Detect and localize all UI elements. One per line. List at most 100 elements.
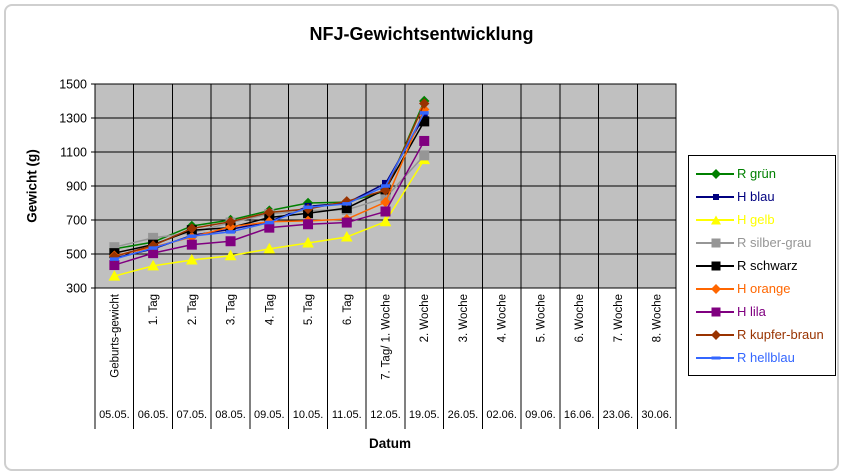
dash-marker-icon [226, 230, 236, 234]
dash-marker-icon [419, 111, 429, 115]
diamond-marker-icon [186, 223, 198, 234]
x-category-label: 6. Tag [342, 294, 354, 325]
x-date-label: 08.05. [215, 409, 246, 421]
chart-title: NFJ-Gewichtsentwicklung [309, 24, 534, 44]
square-marker-icon [695, 236, 737, 250]
diamond-marker-icon [695, 167, 737, 181]
x-category-label: 3. Tag [226, 294, 238, 325]
x-date-label: 26.05. [448, 409, 479, 421]
triangle-marker-icon [379, 215, 392, 227]
square-marker-icon [264, 222, 275, 233]
y-tick-label: 900 [66, 180, 87, 194]
legend-label: R grün [737, 166, 777, 181]
x-category-label: 5. Tag [303, 294, 315, 325]
x-date-label: 06.05. [138, 409, 169, 421]
x-category-label: 2. Tag [187, 294, 199, 325]
x-category-label: 7. Tag/ 1. Woche [381, 294, 393, 380]
square-marker-icon [341, 217, 352, 228]
x-date-label: 16.06. [564, 409, 595, 421]
legend-item: R silber-grau [695, 231, 835, 254]
x-date-label: 09.06. [525, 409, 556, 421]
dash-marker-icon [148, 246, 158, 250]
x-category-label: 3. Woche [458, 294, 470, 342]
triangle-marker-icon [302, 236, 314, 248]
legend-item: H blau [695, 185, 835, 208]
x-date-label: 05.05. [99, 409, 130, 421]
square-marker-icon [225, 236, 236, 247]
triangle-marker-icon [263, 242, 276, 254]
square-marker-icon [186, 239, 197, 250]
triangle-marker-icon [340, 230, 353, 242]
dash-marker-icon [342, 202, 352, 206]
y-tick-label: 700 [66, 214, 87, 228]
x-category-label: 1. Tag [148, 294, 160, 325]
y-tick-label: 1100 [60, 146, 87, 160]
diamond-marker-icon [380, 185, 391, 196]
triangle-marker-icon [185, 253, 198, 265]
legend-label: R kupfer-braun [737, 327, 824, 342]
x-date-label: 10.05. [293, 409, 324, 421]
square-small-marker-icon [695, 190, 737, 204]
legend-label: H lila [737, 304, 766, 319]
x-category-label: 4. Woche [497, 294, 509, 342]
legend-label: R schwarz [737, 258, 798, 273]
legend-label: H blau [737, 189, 775, 204]
legend-item: H gelb [695, 208, 835, 231]
square-marker-icon [419, 150, 430, 161]
x-category-label: 2. Woche [419, 294, 431, 342]
x-date-label: 23.06. [603, 409, 634, 421]
x-date-label: 02.06. [486, 409, 517, 421]
y-tick-label: 1300 [59, 112, 87, 126]
x-category-label: 5. Woche [535, 294, 547, 342]
x-date-label: 30.06. [641, 409, 672, 421]
legend-item: R schwarz [695, 254, 835, 277]
dash-marker-icon [187, 234, 197, 238]
legend: R grün H blau H gelb R silber-grau R schwarz… [688, 155, 836, 376]
x-date-label: 19.05. [409, 409, 440, 421]
legend-label: H orange [737, 281, 791, 296]
legend-label: H gelb [737, 212, 775, 227]
legend-item: R hellblau [695, 346, 835, 369]
dash-marker-icon [381, 184, 390, 188]
legend-item: R grün [695, 162, 835, 185]
diamond-marker-icon [695, 282, 737, 296]
y-tick-label: 1500 [59, 78, 87, 92]
square-marker-icon [695, 305, 737, 319]
square-marker-icon [380, 206, 391, 217]
y-tick-label: 300 [66, 282, 87, 296]
triangle-marker-icon [224, 249, 237, 261]
triangle-marker-icon [147, 259, 159, 271]
y-tick-label: 500 [66, 248, 87, 262]
legend-item: H orange [695, 277, 835, 300]
legend-item: H lila [695, 300, 835, 323]
triangle-marker-icon [695, 213, 737, 227]
y-axis-title: Gewicht (g) [24, 149, 40, 223]
x-axis-title: Datum [368, 436, 411, 451]
x-date-label: 07.05. [177, 409, 208, 421]
dash-marker-icon [695, 351, 737, 365]
plot-border [94, 83, 677, 289]
x-category-label: 8. Woche [652, 294, 664, 342]
square-marker-icon [419, 135, 430, 146]
x-category-label: 7. Woche [613, 294, 625, 342]
legend-item: R kupfer-braun [695, 323, 835, 346]
triangle-marker-icon [108, 270, 121, 281]
x-category-label: Geburts-gewicht [109, 293, 121, 378]
diamond-marker-icon [225, 216, 236, 227]
x-date-label: 09.05. [254, 409, 285, 421]
dash-marker-icon [303, 205, 313, 209]
x-date-label: 12.05. [370, 409, 401, 421]
square-marker-icon [303, 219, 314, 230]
dash-marker-icon [264, 220, 274, 225]
diamond-marker-icon [419, 98, 430, 109]
legend-label: R silber-grau [737, 235, 812, 250]
x-category-label: 6. Woche [574, 294, 586, 342]
dash-marker-icon [109, 257, 119, 261]
x-date-label: 11.05. [332, 409, 362, 421]
legend-label: R hellblau [737, 350, 795, 365]
x-category-label: 4. Tag [264, 294, 276, 325]
diamond-marker-icon [695, 328, 737, 342]
diamond-marker-icon [264, 207, 275, 218]
